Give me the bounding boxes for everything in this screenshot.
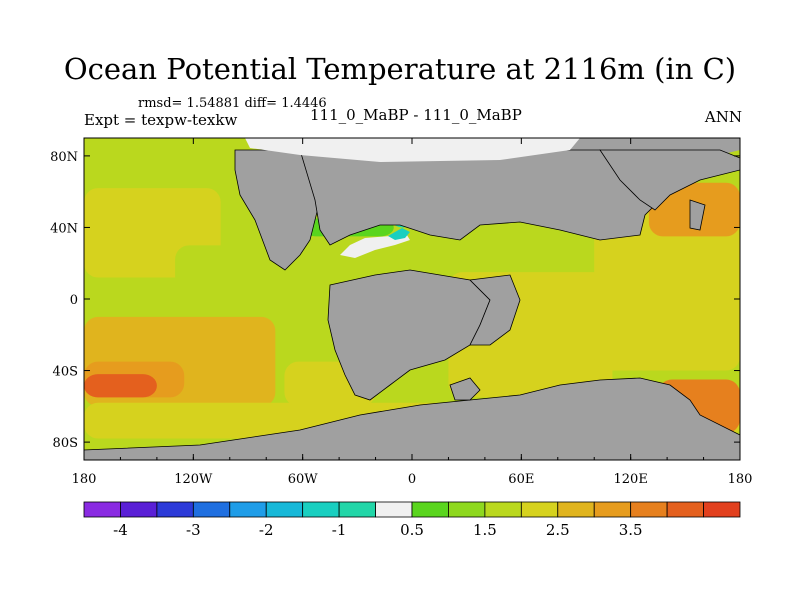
- arctic-ice: [245, 138, 580, 162]
- y-tick-label: 40N: [50, 221, 78, 236]
- colorbar-swatch: [593, 501, 632, 518]
- chart-title: Ocean Potential Temperature at 2116m (in…: [63, 52, 737, 86]
- y-tick-label: 80S: [53, 436, 78, 451]
- colorbar-swatch: [229, 501, 267, 518]
- colorbar-swatch: [120, 501, 158, 518]
- x-tick-label: 60E: [508, 472, 534, 487]
- colorbar-swatch: [666, 501, 704, 518]
- colorbar: -4 -3 -2 -1 0.5 1.5 2.5 3.5: [83, 501, 741, 539]
- colorbar-swatch: [192, 501, 231, 518]
- colorbar-swatch: [630, 501, 668, 518]
- colorbar-label: -4: [113, 521, 128, 539]
- colorbar-swatch: [375, 501, 413, 518]
- land-far-east-island: [689, 199, 706, 231]
- land-africa-india: [469, 274, 521, 346]
- experiment-label: Expt = texpw-texkw: [84, 111, 238, 129]
- colorbar-label: 3.5: [619, 521, 643, 539]
- colorbar-label: 2.5: [546, 521, 570, 539]
- colorbar-swatch: [703, 501, 741, 518]
- case-comparison-label: 111_0_MaBP - 111_0_MaBP: [310, 106, 522, 124]
- colorbar-label: 0.5: [400, 521, 424, 539]
- land-south-america: [327, 269, 491, 401]
- land-mask: [83, 138, 741, 461]
- x-tick-label: 180: [72, 472, 97, 487]
- colorbar-label: 1.5: [473, 521, 497, 539]
- rmsd-diff-stats: rmsd= 1.54881 diff= 1.4446: [138, 96, 327, 111]
- y-axis: 80N 40N 0 40S 80S: [50, 150, 740, 451]
- y-tick-label: 80N: [50, 150, 78, 165]
- y-tick-label: 0: [70, 293, 78, 308]
- colorbar-swatch: [484, 501, 522, 518]
- x-tick-label: 0: [408, 472, 416, 487]
- colorbar-swatch: [338, 501, 376, 518]
- colorbar-swatch: [83, 501, 121, 518]
- x-axis: 180 120W 60W 0 60E 120E 180: [72, 138, 753, 487]
- x-tick-label: 180: [728, 472, 753, 487]
- colorbar-swatch: [302, 501, 340, 518]
- tethys-cyan-patch: [388, 228, 410, 240]
- colorbar-swatch: [411, 501, 449, 518]
- colorbar-swatch: [520, 501, 559, 518]
- field-region-sw-pacific-core: [84, 374, 157, 398]
- colorbar-label: -1: [332, 521, 347, 539]
- colorbar-swatch: [265, 501, 304, 518]
- colorbar-swatch: [448, 501, 486, 518]
- field-region-equatorial-pacific: [84, 277, 285, 317]
- x-tick-label: 60W: [288, 472, 319, 487]
- colorbar-label: -2: [259, 521, 274, 539]
- x-tick-label: 120E: [614, 472, 648, 487]
- x-tick-label: 120W: [174, 472, 213, 487]
- colorbar-swatch: [156, 501, 194, 518]
- y-tick-label: 40S: [53, 365, 78, 380]
- colorbar-swatch: [557, 501, 595, 518]
- colorbar-label: -3: [186, 521, 201, 539]
- season-label: ANN: [704, 108, 742, 126]
- land-madagascar: [449, 377, 481, 401]
- land-asia-east: [599, 149, 741, 211]
